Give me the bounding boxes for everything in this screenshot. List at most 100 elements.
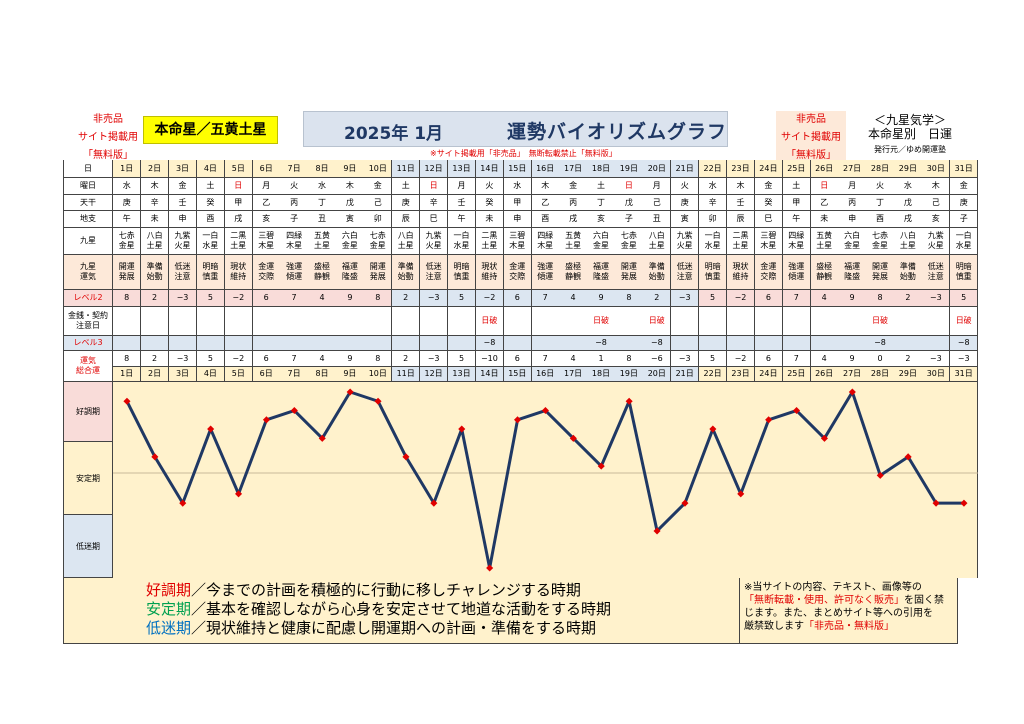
unki-cell: 現状 維持 xyxy=(475,255,505,290)
tenkan-cell: 己 xyxy=(364,195,393,211)
unki-cell-line: 始動 xyxy=(397,272,414,281)
unki-cell-line: 注意 xyxy=(676,272,693,281)
kyusei-cell-line: 二黒 xyxy=(732,231,749,240)
chishi-cell: 申 xyxy=(838,211,867,228)
kyusei-cell-line: 木星 xyxy=(258,241,275,250)
kinsen-cell xyxy=(810,307,839,336)
days-cell: 14日 xyxy=(475,367,505,382)
level3-cell: −8 xyxy=(643,336,672,351)
weekdays-cell: 金 xyxy=(559,178,588,195)
kyusei-cell-line: 五黄 xyxy=(313,231,330,240)
kinsen-cell: 日破 xyxy=(587,307,616,336)
tenkan-cell: 乙 xyxy=(531,195,560,211)
nonsale-text: 非売品 xyxy=(93,114,123,125)
kinsen-cell xyxy=(140,307,170,336)
total-cell: 5 xyxy=(698,351,728,367)
unki-cell-line: 注意 xyxy=(174,272,191,281)
kyusei-cell-line: 水星 xyxy=(704,241,721,250)
data-point xyxy=(793,406,801,415)
level3-cell xyxy=(392,336,421,351)
unki-cell: 明暗 慎重 xyxy=(698,255,728,290)
note-line-4-red: 「非売品・無料版」 xyxy=(804,621,894,632)
weekdays-cell: 月 xyxy=(643,178,672,195)
kyusei-cell: 八白 土星 xyxy=(643,228,672,255)
chishi-cell: 午 xyxy=(782,211,811,228)
chishi-cell: 亥 xyxy=(252,211,281,228)
kyusei-cell-line: 八白 xyxy=(648,231,665,240)
kyusei-cell-line: 二黒 xyxy=(481,231,498,240)
kyusei-cell: 三碧 木星 xyxy=(754,228,784,255)
kyusei-cell-line: 九紫 xyxy=(425,231,442,240)
kinsen-cell: 日破 xyxy=(643,307,672,336)
days-cell: 15日 xyxy=(503,160,532,178)
tenkan-cell: 丙 xyxy=(559,195,588,211)
days-cell: 22日 xyxy=(698,367,728,382)
row-label-level2: レベル2 xyxy=(63,290,113,307)
total-cell: 9 xyxy=(336,351,365,367)
unki-cell-line: 発展 xyxy=(620,272,637,281)
site-use-text: サイト掲載用 xyxy=(781,132,841,143)
unki-cell-line: 明暗 xyxy=(955,262,972,271)
kyusei-cell: 七赤 金星 xyxy=(364,228,393,255)
chishi-cell: 子 xyxy=(280,211,309,228)
level3-cell xyxy=(252,336,281,351)
unki-cell-line: 準備 xyxy=(146,262,163,271)
nonsale-text: 非売品 xyxy=(796,114,826,125)
tenkan-cell: 甲 xyxy=(782,195,811,211)
unki-cell-line: 交際 xyxy=(760,272,777,281)
unki-cell-line: 強運 xyxy=(788,262,805,271)
level2-cell: 7 xyxy=(531,290,560,307)
kyusei-cell-line: 火星 xyxy=(676,241,693,250)
weekdays-cell: 水 xyxy=(113,178,142,195)
kinsen-cell xyxy=(782,307,811,336)
total-cell: 9 xyxy=(838,351,867,367)
data-point xyxy=(179,499,187,507)
note-line-4: 厳禁致します xyxy=(744,621,804,632)
kinsen-cell xyxy=(392,307,421,336)
chishi-cell: 寅 xyxy=(336,211,365,228)
kyusei-cell-line: 火星 xyxy=(927,241,944,250)
chishi-cell: 午 xyxy=(447,211,477,228)
days-cell: 17日 xyxy=(559,160,588,178)
level2-cell: −2 xyxy=(726,290,756,307)
weekdays-cell: 月 xyxy=(838,178,867,195)
unki-cell-line: 発展 xyxy=(118,272,135,281)
level2-cell: 5 xyxy=(698,290,728,307)
unki-cell: 低迷 注意 xyxy=(671,255,700,290)
level3-cell xyxy=(168,336,198,351)
row-label-line: 金銭・契約 xyxy=(68,311,108,320)
chishi-cell: 子 xyxy=(950,211,979,228)
data-point xyxy=(737,490,745,498)
chishi-cell: 午 xyxy=(113,211,142,228)
level2-cell: −3 xyxy=(419,290,449,307)
unki-cell: 明暗 慎重 xyxy=(950,255,979,290)
unki-cell-line: 低迷 xyxy=(927,262,944,271)
legend-stable: 安定期／基本を確認しながら心身を安定させて地道な活動をする時期 xyxy=(146,600,611,619)
level3-cell xyxy=(782,336,811,351)
kyusei-cell: 四緑 木星 xyxy=(531,228,560,255)
chishi-cell: 卯 xyxy=(364,211,393,228)
tenkan-cell: 庚 xyxy=(671,195,700,211)
kyusei-cell: 九紫 火星 xyxy=(922,228,951,255)
unki-cell-line: 福運 xyxy=(592,262,609,271)
kinsen-cell xyxy=(615,307,644,336)
chishi-cell: 亥 xyxy=(922,211,951,228)
tenkan-cell: 癸 xyxy=(754,195,784,211)
kyusei-cell-line: 金星 xyxy=(592,241,609,250)
kyusei-cell-line: 土星 xyxy=(481,241,498,250)
tenkan-cell: 戊 xyxy=(336,195,365,211)
data-point xyxy=(960,499,968,507)
level2-cell: 5 xyxy=(447,290,477,307)
legend-stable-text: ／基本を確認しながら心身を安定させて地道な活動をする時期 xyxy=(191,600,612,618)
level2-cell: 5 xyxy=(196,290,226,307)
chishi-cell: 戌 xyxy=(224,211,253,228)
data-point xyxy=(681,499,689,507)
days-cell: 4日 xyxy=(196,160,226,178)
weekdays-cell: 土 xyxy=(392,178,421,195)
data-point xyxy=(541,406,549,415)
days-cell: 7日 xyxy=(280,367,309,382)
total-cell: −3 xyxy=(671,351,700,367)
kinsen-cell xyxy=(531,307,560,336)
level3-cell xyxy=(922,336,951,351)
kinsen-cell xyxy=(671,307,700,336)
